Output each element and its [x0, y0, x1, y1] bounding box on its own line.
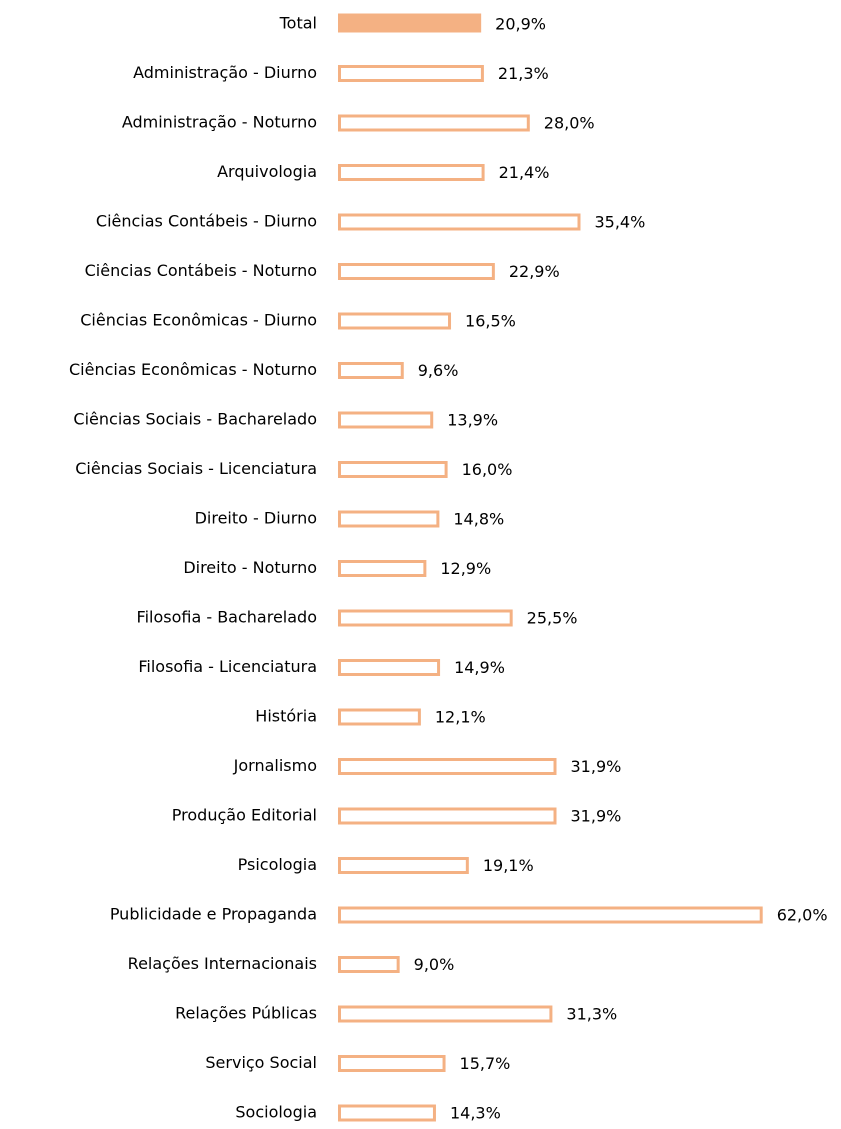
bar	[338, 65, 484, 82]
value-label: 9,0%	[414, 955, 455, 974]
bar	[338, 807, 557, 825]
value-label: 19,1%	[483, 856, 534, 875]
value-label: 21,4%	[499, 163, 550, 182]
value-label: 14,8%	[453, 510, 504, 529]
value-label: 13,9%	[447, 411, 498, 430]
value-label: 22,9%	[509, 262, 560, 281]
bar	[338, 263, 495, 280]
category-label: Ciências Contábeis - Noturno	[85, 261, 317, 280]
value-label: 15,7%	[460, 1054, 511, 1073]
category-label: Produção Editorial	[172, 806, 317, 825]
bar	[338, 956, 400, 973]
value-label: 62,0%	[777, 906, 828, 925]
value-label: 20,9%	[495, 15, 546, 34]
value-label: 14,3%	[450, 1104, 501, 1123]
value-label: 25,5%	[527, 609, 578, 628]
category-label: Administração - Noturno	[122, 113, 317, 132]
bar	[338, 708, 421, 726]
category-label: Relações Internacionais	[128, 954, 317, 973]
bar	[338, 213, 581, 231]
value-label: 16,5%	[465, 312, 516, 331]
category-label: Psicologia	[238, 855, 317, 874]
bar	[338, 659, 441, 676]
value-label: 31,9%	[571, 757, 622, 776]
category-label: Publicidade e Propaganda	[110, 905, 317, 924]
value-label: 16,0%	[462, 460, 513, 479]
bar	[338, 312, 452, 330]
value-label: 31,9%	[571, 807, 622, 826]
category-label: Total	[279, 14, 317, 33]
bar	[338, 411, 434, 429]
bar	[338, 1055, 446, 1072]
bar	[338, 510, 440, 528]
bar	[338, 1104, 436, 1122]
category-label: Arquivologia	[217, 162, 317, 181]
category-label: Filosofia - Bacharelado	[137, 608, 317, 627]
value-label: 12,1%	[435, 708, 486, 727]
bar	[338, 164, 485, 181]
bar	[338, 758, 557, 775]
category-label: Ciências Sociais - Bacharelado	[73, 410, 317, 429]
value-label: 9,6%	[418, 361, 459, 380]
category-label: Filosofia - Licenciatura	[138, 657, 317, 676]
bar	[338, 906, 763, 924]
category-label: Relações Públicas	[175, 1004, 317, 1023]
category-label: Serviço Social	[205, 1053, 317, 1072]
bar	[338, 114, 530, 132]
category-label: Ciências Contábeis - Diurno	[96, 212, 317, 231]
value-label: 35,4%	[594, 213, 645, 232]
bar	[338, 362, 404, 379]
bar	[338, 560, 427, 577]
category-label: Administração - Diurno	[133, 63, 317, 82]
bar	[338, 461, 448, 478]
bar	[338, 1005, 553, 1023]
category-label: Ciências Sociais - Licenciatura	[75, 459, 317, 478]
category-label: Ciências Econômicas - Noturno	[69, 360, 317, 379]
value-label: 28,0%	[544, 114, 595, 133]
category-label: Direito - Diurno	[195, 509, 317, 528]
category-label: Ciências Econômicas - Diurno	[80, 311, 317, 330]
category-label: Sociologia	[235, 1103, 317, 1122]
value-label: 12,9%	[440, 559, 491, 578]
value-label: 14,9%	[454, 658, 505, 677]
bar	[338, 857, 469, 874]
value-label: 31,3%	[566, 1005, 617, 1024]
bar	[338, 13, 482, 33]
bar	[338, 609, 513, 627]
category-label: Direito - Noturno	[183, 558, 317, 577]
category-label: História	[255, 707, 317, 726]
value-label: 21,3%	[498, 64, 549, 83]
category-label: Jornalismo	[233, 756, 317, 775]
